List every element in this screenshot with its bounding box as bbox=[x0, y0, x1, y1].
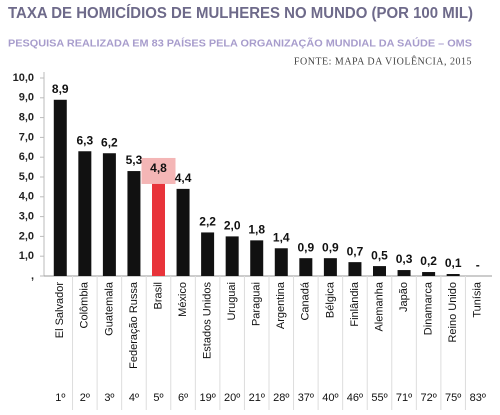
bar bbox=[53, 99, 67, 276]
y-tick-label: 8,0 bbox=[19, 112, 34, 124]
rank-label: 71º bbox=[396, 392, 412, 404]
value-label: 8,9 bbox=[52, 82, 69, 96]
rank-label: 75º bbox=[445, 392, 461, 404]
bar bbox=[373, 266, 386, 276]
x-tick-label: Canadá bbox=[300, 281, 312, 320]
bar bbox=[299, 258, 313, 276]
y-tick-label: 3,0 bbox=[19, 211, 34, 223]
value-label: 0,3 bbox=[396, 252, 413, 266]
bar bbox=[225, 236, 239, 276]
bar bbox=[127, 171, 141, 276]
source: FONTE: MAPA DA VIOLÊNCIA, 2015 bbox=[294, 55, 472, 67]
y-tick-label: 2,0 bbox=[19, 230, 34, 242]
x-tick-label: Reino Unido bbox=[447, 282, 459, 343]
value-label: 2,2 bbox=[199, 215, 216, 229]
rank-label: 19º bbox=[199, 392, 215, 404]
rank-label: 28º bbox=[273, 392, 289, 404]
x-tick-label: Guatemala bbox=[103, 281, 115, 336]
bar bbox=[176, 188, 190, 276]
x-tick-label: Tunísia bbox=[472, 281, 484, 318]
bar bbox=[250, 240, 264, 276]
rank-label: 5º bbox=[153, 392, 163, 404]
value-label: 0,9 bbox=[322, 240, 339, 254]
bar bbox=[348, 262, 362, 276]
value-label: 1,4 bbox=[273, 230, 290, 244]
value-label: 6,2 bbox=[101, 135, 118, 149]
rank-label: 2º bbox=[80, 392, 90, 404]
value-label: 0,1 bbox=[445, 256, 462, 270]
bar bbox=[102, 153, 116, 276]
rank-label: 4º bbox=[129, 392, 139, 404]
chart-title: TAXA DE HOMICÍDIOS DE MULHERES NO MUNDO … bbox=[8, 3, 473, 22]
x-tick-label: Argentina bbox=[275, 281, 287, 329]
bar bbox=[323, 258, 337, 276]
x-tick-label: Federação Russa bbox=[128, 281, 140, 369]
bar bbox=[446, 274, 460, 276]
x-tick-label: Dinamarca bbox=[423, 281, 435, 335]
rank-label: 37º bbox=[298, 392, 314, 404]
bar bbox=[397, 270, 411, 276]
x-tick-label: Brasil bbox=[152, 282, 164, 310]
y-tick-label: 7,0 bbox=[19, 131, 34, 143]
rank-label: 83º bbox=[470, 392, 486, 404]
bar bbox=[422, 272, 436, 276]
x-tick-label: Colômbia bbox=[79, 281, 91, 328]
x-tick-label: Uruguai bbox=[226, 282, 238, 321]
value-label: 0,5 bbox=[371, 248, 388, 262]
label-highlight bbox=[141, 157, 176, 184]
chart-subtitle: PESQUISA REALIZADA EM 83 PAÍSES PELA ORG… bbox=[8, 37, 472, 50]
x-tick-label: El Salvador bbox=[54, 282, 66, 339]
value-label: 5,3 bbox=[126, 153, 143, 167]
x-tick-label: México bbox=[177, 282, 189, 317]
x-tick-label: Japão bbox=[398, 282, 410, 312]
y-tick-label: 10,0 bbox=[13, 72, 34, 84]
value-label: 4,4 bbox=[175, 171, 192, 185]
rank-label: 40º bbox=[322, 392, 338, 404]
x-tick-label: Bélgica bbox=[324, 281, 336, 318]
bar bbox=[201, 232, 215, 276]
value-label: 0,7 bbox=[347, 244, 364, 258]
value-label: 1,8 bbox=[248, 223, 265, 237]
rank-label: 6º bbox=[178, 392, 188, 404]
y-tick-label: 9,0 bbox=[19, 92, 34, 104]
rank-label: 1º bbox=[55, 392, 65, 404]
rank-label: 46º bbox=[347, 392, 363, 404]
x-tick-label: Alemanha bbox=[373, 281, 385, 331]
y-tick-label: , bbox=[31, 270, 34, 282]
value-label: 4,8 bbox=[150, 161, 167, 175]
x-tick-label: Paraguai bbox=[251, 282, 263, 326]
y-tick-label: 5,0 bbox=[19, 171, 34, 183]
rank-label: 3º bbox=[104, 392, 114, 404]
rank-label: 20º bbox=[224, 392, 240, 404]
bar bbox=[274, 248, 288, 276]
x-tick-label: Finlândia bbox=[349, 281, 361, 327]
value-label: 0,9 bbox=[297, 240, 314, 254]
value-label: - bbox=[476, 258, 480, 272]
x-tick-label: Estados Unidos bbox=[202, 282, 214, 360]
value-label: 2,0 bbox=[224, 219, 241, 233]
rank-label: 55º bbox=[371, 392, 387, 404]
value-label: 6,3 bbox=[76, 133, 93, 147]
value-label: 0,2 bbox=[420, 254, 437, 268]
y-tick-label: 4,0 bbox=[19, 191, 34, 203]
bar bbox=[152, 180, 165, 276]
y-tick-label: 6,0 bbox=[19, 151, 34, 163]
y-tick-label: 1,0 bbox=[19, 250, 34, 262]
rank-label: 21º bbox=[249, 392, 265, 404]
rank-label: 72º bbox=[420, 392, 436, 404]
bar bbox=[78, 151, 92, 276]
